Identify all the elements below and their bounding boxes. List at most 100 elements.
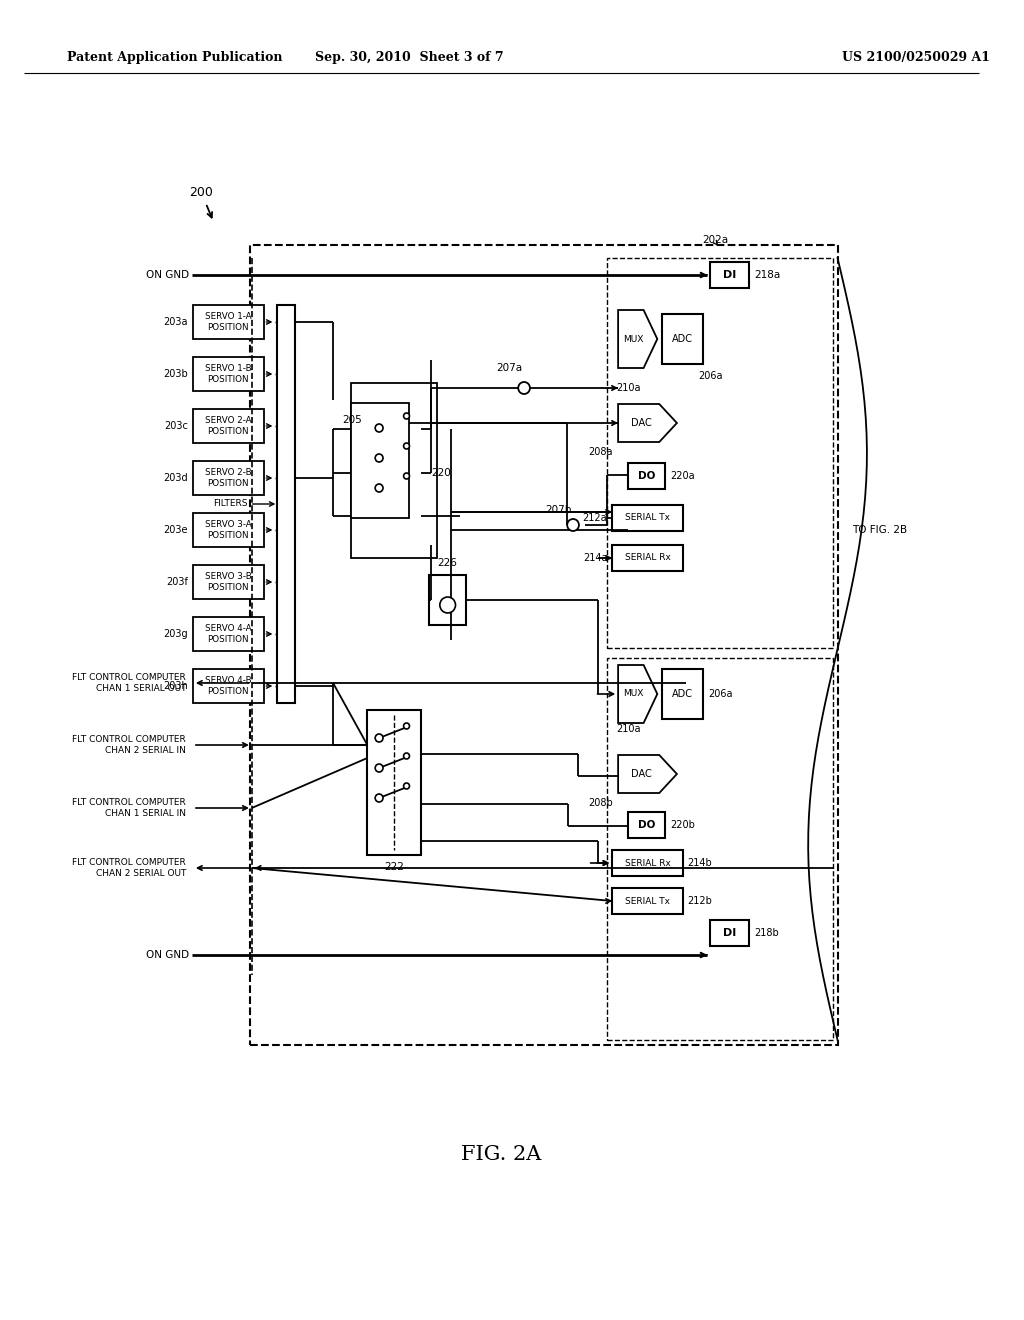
Text: 207b: 207b (545, 506, 571, 515)
Circle shape (375, 454, 383, 462)
Circle shape (567, 519, 579, 531)
Bar (350, 403, 410, 517)
Text: ON GND: ON GND (146, 950, 189, 960)
Text: 212b: 212b (688, 896, 713, 906)
Text: 206a: 206a (698, 371, 723, 381)
Text: FIG. 2A: FIG. 2A (462, 1146, 542, 1164)
Bar (612, 545, 683, 572)
Text: SERVO 2-A
POSITION: SERVO 2-A POSITION (205, 416, 252, 436)
Text: 203h: 203h (164, 681, 188, 690)
Bar (607, 257, 833, 648)
Text: Patent Application Publication: Patent Application Publication (67, 50, 283, 63)
Text: 208b: 208b (589, 799, 613, 808)
Bar (628, 812, 666, 838)
Text: DI: DI (723, 271, 736, 280)
Bar (612, 888, 683, 913)
Bar (628, 463, 666, 488)
Bar (193, 565, 263, 599)
Text: 200: 200 (188, 186, 213, 198)
Bar (193, 461, 263, 495)
Bar (612, 850, 683, 876)
Bar (663, 314, 703, 364)
Circle shape (518, 381, 530, 393)
Bar (368, 710, 421, 855)
Circle shape (375, 484, 383, 492)
Bar (607, 657, 833, 1040)
Bar (429, 576, 466, 624)
Bar (278, 305, 295, 704)
Circle shape (375, 764, 383, 772)
Text: TO FIG. 2B: TO FIG. 2B (852, 525, 907, 535)
Text: FLT CONTROL COMPUTER
CHAN 1 SERIAL IN: FLT CONTROL COMPUTER CHAN 1 SERIAL IN (73, 799, 186, 817)
Text: 210a: 210a (616, 383, 641, 393)
Text: 210a: 210a (616, 723, 641, 734)
Text: 203d: 203d (164, 473, 188, 483)
Text: 218a: 218a (755, 271, 780, 280)
Text: ADC: ADC (673, 334, 693, 345)
Text: DI: DI (723, 928, 736, 939)
Bar (193, 669, 263, 704)
Text: 220: 220 (431, 467, 451, 478)
Bar (250, 246, 838, 1045)
Text: FLT CONTROL COMPUTER
CHAN 2 SERIAL OUT: FLT CONTROL COMPUTER CHAN 2 SERIAL OUT (73, 858, 186, 878)
Text: 220b: 220b (670, 820, 695, 830)
Text: 208a: 208a (589, 447, 613, 457)
Text: SERVO 3-A
POSITION: SERVO 3-A POSITION (205, 520, 252, 540)
Bar (663, 669, 703, 719)
Text: 207a: 207a (497, 363, 522, 374)
Circle shape (403, 473, 410, 479)
Text: 203g: 203g (164, 630, 188, 639)
Text: SERIAL Rx: SERIAL Rx (625, 553, 671, 562)
Text: SERIAL Tx: SERIAL Tx (625, 513, 670, 523)
Circle shape (375, 734, 383, 742)
Bar (193, 513, 263, 546)
Text: SERVO 4-B
POSITION: SERVO 4-B POSITION (205, 676, 252, 696)
Circle shape (403, 783, 410, 789)
Text: 203b: 203b (164, 370, 188, 379)
Circle shape (375, 424, 383, 432)
Text: 206a: 206a (709, 689, 733, 700)
Text: DAC: DAC (631, 418, 652, 428)
Text: SERVO 1-B
POSITION: SERVO 1-B POSITION (205, 364, 252, 384)
Text: SERVO 4-A
POSITION: SERVO 4-A POSITION (205, 624, 252, 644)
Text: SERIAL Tx: SERIAL Tx (625, 896, 670, 906)
Text: FLT CONTROL COMPUTER
CHAN 1 SERIAL OUT: FLT CONTROL COMPUTER CHAN 1 SERIAL OUT (73, 673, 186, 693)
Text: 222: 222 (384, 862, 404, 873)
Text: FILTERS: FILTERS (213, 499, 248, 508)
Bar (193, 409, 263, 444)
Text: SERVO 1-A
POSITION: SERVO 1-A POSITION (205, 313, 252, 331)
Text: 220a: 220a (670, 471, 694, 480)
Bar (711, 920, 750, 946)
Bar (368, 400, 421, 545)
Text: ON GND: ON GND (146, 271, 189, 280)
Text: 203f: 203f (166, 577, 188, 587)
Polygon shape (618, 755, 677, 793)
Bar (193, 356, 263, 391)
Text: SERVO 3-B
POSITION: SERVO 3-B POSITION (205, 573, 252, 591)
Circle shape (403, 752, 410, 759)
Text: MUX: MUX (623, 334, 643, 343)
Text: 202a: 202a (702, 235, 728, 246)
Text: 214a: 214a (583, 553, 607, 564)
Text: Sep. 30, 2010  Sheet 3 of 7: Sep. 30, 2010 Sheet 3 of 7 (315, 50, 504, 63)
Text: 203a: 203a (164, 317, 188, 327)
Text: 218b: 218b (755, 928, 779, 939)
Bar (193, 305, 263, 339)
Text: ADC: ADC (673, 689, 693, 700)
Text: US 2100/0250029 A1: US 2100/0250029 A1 (843, 50, 990, 63)
Text: MUX: MUX (623, 689, 643, 698)
Polygon shape (618, 310, 657, 368)
Polygon shape (618, 404, 677, 442)
Bar (350, 383, 437, 558)
Text: 212a: 212a (583, 513, 607, 523)
Text: 203c: 203c (164, 421, 188, 432)
Text: 226: 226 (437, 558, 458, 568)
Text: 214b: 214b (688, 858, 713, 869)
Circle shape (403, 413, 410, 418)
Text: SERIAL Rx: SERIAL Rx (625, 858, 671, 867)
Text: 203e: 203e (164, 525, 188, 535)
Circle shape (440, 597, 456, 612)
Circle shape (403, 723, 410, 729)
Bar (612, 506, 683, 531)
Circle shape (375, 795, 383, 803)
